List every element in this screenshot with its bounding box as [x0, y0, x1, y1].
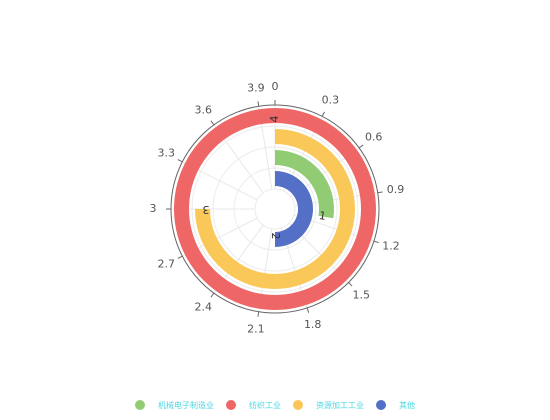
bar-segment[interactable] [275, 150, 334, 219]
angle-axis-tick-label: 3.9 [247, 82, 265, 95]
angle-axis-tick-label: 2.7 [158, 257, 176, 270]
bar-segment[interactable] [275, 171, 313, 247]
angle-axis-tick-label: 2.1 [247, 322, 265, 335]
angle-axis-tick [257, 311, 260, 317]
angle-axis-tick [321, 111, 325, 117]
angle-axis-tick [257, 101, 260, 107]
angle-axis-tick [177, 255, 183, 259]
radial-grid-circle [254, 188, 296, 230]
angle-axis-tick [377, 191, 383, 194]
angle-axis-tick-label: 3.6 [195, 103, 213, 116]
legend-label: 资源加工工业 [316, 400, 364, 410]
angle-axis-tick [210, 120, 215, 126]
legend-label: 纺织工业 [249, 400, 281, 410]
angle-axis-tick-label: 2.4 [195, 301, 213, 314]
angle-axis-tick-label: 3.3 [158, 147, 176, 160]
legend-marker-icon [376, 400, 386, 410]
legend-item[interactable]: 纺织工业 [226, 400, 281, 411]
angle-axis-tick [306, 307, 310, 313]
angle-axis-tick [177, 159, 183, 163]
legend-label: 其他 [399, 400, 415, 410]
angle-axis-tick [373, 240, 379, 244]
legend-marker-icon [135, 400, 145, 410]
legend-marker-icon [226, 400, 236, 410]
legend-item[interactable]: 机械电子制造业 [135, 400, 214, 411]
bar-value-label: 3 [203, 203, 210, 216]
bar-value-label: 2 [269, 233, 282, 240]
angle-axis-tick-label: 0 [272, 80, 279, 93]
angle-axis-tick-label: 1.8 [304, 318, 322, 331]
angle-axis-tick-label: 0.3 [322, 93, 340, 106]
legend-item[interactable]: 其他 [376, 400, 415, 411]
angle-axis-tick [210, 292, 215, 298]
angle-axis-tick-label: 0.9 [387, 183, 405, 196]
angle-axis-tick-label: 1.2 [382, 240, 400, 253]
chart-legend: 机械电子制造业 纺织工业 资源加工工业 其他 [0, 396, 550, 414]
legend-item[interactable]: 资源加工工业 [293, 400, 364, 411]
bar-value-label: 4 [268, 115, 281, 122]
angle-axis-tick-label: 0.6 [365, 130, 383, 143]
legend-label: 机械电子制造业 [158, 400, 214, 410]
angle-axis-tick-label: 1.5 [353, 288, 371, 301]
legend-marker-icon [293, 400, 303, 410]
angle-axis-tick [348, 282, 353, 287]
angle-axis-tick-label: 3 [150, 202, 157, 215]
bar-value-label: 1 [318, 209, 327, 223]
angle-axis-tick [358, 144, 364, 149]
